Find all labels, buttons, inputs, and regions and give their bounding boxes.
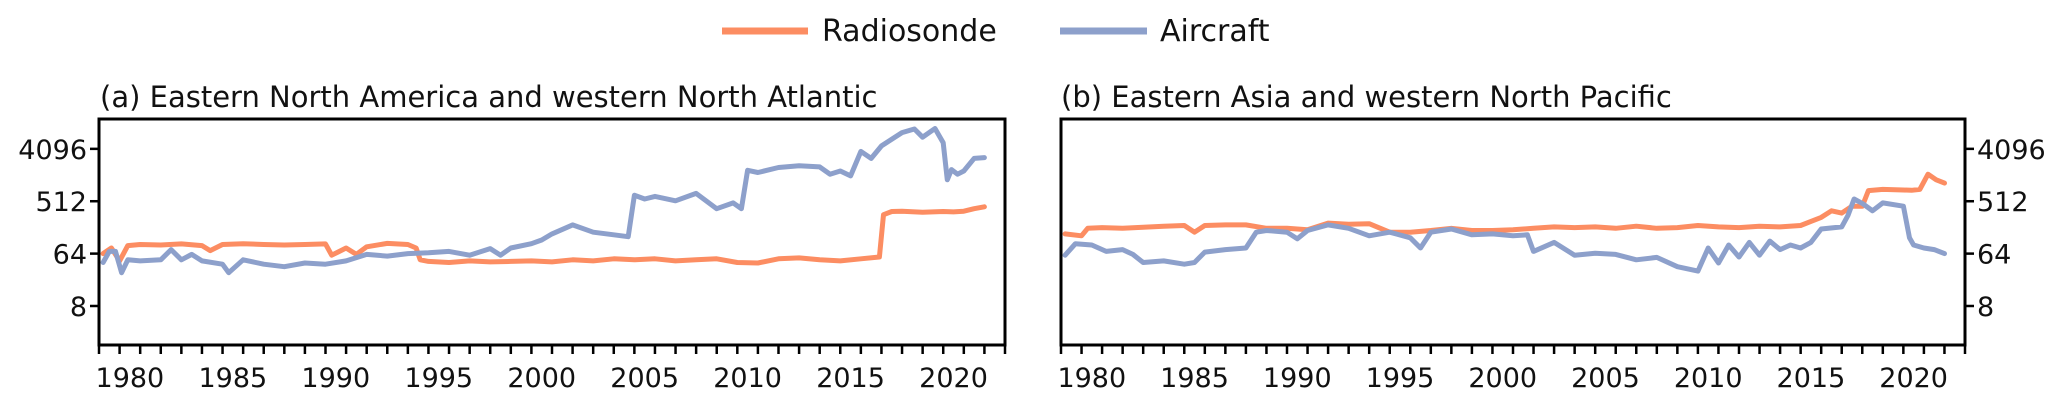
- legend-label-aircraft: Aircraft: [1160, 14, 1270, 49]
- panel-a-y-axis: 4096 512 64 8: [18, 135, 99, 323]
- panel-b-x-tick-label: 1980: [1057, 363, 1126, 394]
- legend-label-radiosonde: Radiosonde: [822, 14, 997, 49]
- panel-a-x-tick-label: 2000: [507, 363, 576, 394]
- panel-a-series-radiosonde: [100, 204, 987, 266]
- panel-a-x-tick-label: 2015: [816, 363, 885, 394]
- panel-a: (a) Eastern North America and western No…: [18, 80, 1007, 394]
- panel-b-y-tick-label: 64: [1977, 240, 2011, 271]
- panel-b-y-tick-label: 8: [1977, 292, 1994, 323]
- panel-a-y-tick-label: 512: [35, 187, 87, 218]
- panel-b-series-radiosonde: [1062, 171, 1947, 239]
- panel-b-title: (b) Eastern Asia and western North Pacif…: [1061, 80, 1672, 114]
- panel-b-x-tick-label: 2015: [1777, 363, 1846, 394]
- panel-b-x-tick-label: 1990: [1263, 363, 1332, 394]
- panel-b-x-tick-label: 1985: [1160, 363, 1229, 394]
- panel-a-x-tick-label: 1990: [301, 363, 370, 394]
- panel-a-series-aircraft: [100, 126, 987, 276]
- panel-b-x-tick-label: 2005: [1571, 363, 1640, 394]
- panel-b: (b) Eastern Asia and western North Pacif…: [1057, 80, 2045, 394]
- panel-b-series-aircraft: [1062, 196, 1947, 274]
- panel-b-x-tick-label: 2020: [1879, 363, 1948, 394]
- panel-a-x-tick-label: 2010: [713, 363, 782, 394]
- panel-b-x-axis: 1980 1985 1990 1995 2000 2005 2010 2015 2020: [1057, 345, 1967, 394]
- panel-a-y-tick-label: 64: [53, 240, 87, 271]
- panel-b-y-axis: 4096 512 64 8: [1965, 135, 2046, 323]
- panel-a-title: (a) Eastern North America and western No…: [100, 80, 878, 114]
- panel-b-y-tick-label: 512: [1977, 187, 2029, 218]
- panel-b-y-tick-label: 4096: [1977, 135, 2046, 166]
- panel-a-x-axis: 1980 1985 1990 1995 2000 2005 2010 2015 2020: [96, 345, 1007, 394]
- panel-a-x-tick-label: 2020: [919, 363, 988, 394]
- panel-a-x-tick-label: 1995: [404, 363, 473, 394]
- panel-b-series: [1062, 171, 1947, 274]
- panel-a-x-tick-label: 1980: [96, 363, 165, 394]
- panel-a-x-tick-label: 1985: [198, 363, 267, 394]
- panel-a-y-tick-label: 8: [70, 292, 87, 323]
- panel-b-x-tick-label: 2010: [1674, 363, 1743, 394]
- panel-a-y-tick-label: 4096: [18, 135, 87, 166]
- panel-a-x-tick-label: 2005: [610, 363, 679, 394]
- panel-b-x-tick-label: 2000: [1468, 363, 1537, 394]
- legend: Radiosonde Aircraft: [722, 14, 1270, 49]
- panel-b-x-tick-label: 1995: [1366, 363, 1435, 394]
- panel-a-series: [100, 126, 987, 276]
